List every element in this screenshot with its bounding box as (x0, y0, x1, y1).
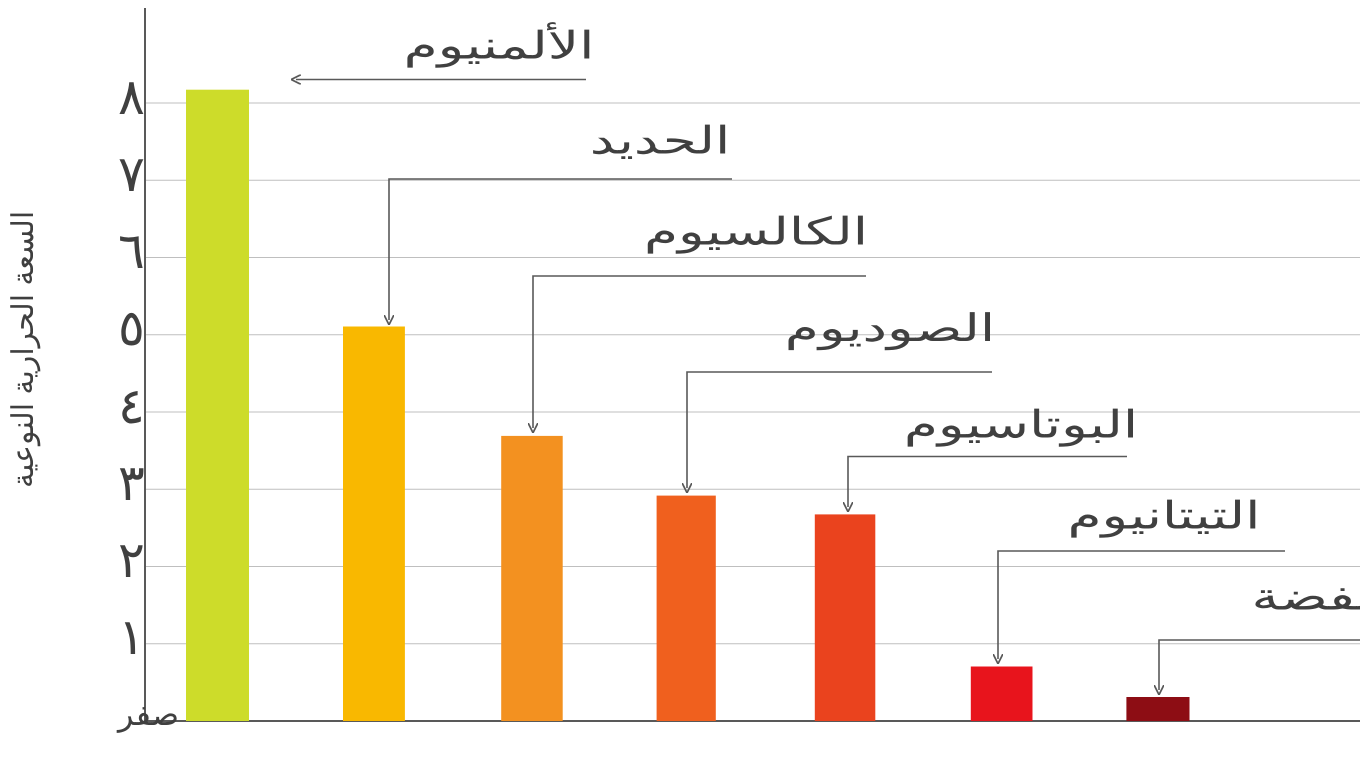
svg-text:٧: ٧ (118, 146, 145, 202)
svg-text:٥: ٥ (118, 300, 145, 356)
svg-text:التيتانيوم: التيتانيوم (1068, 495, 1261, 538)
svg-text:صفر: صفر (116, 696, 179, 733)
svg-text:١: ١ (118, 609, 145, 665)
svg-text:٣: ٣ (118, 455, 145, 511)
svg-text:٢: ٢ (118, 532, 145, 588)
svg-text:٦: ٦ (118, 223, 145, 279)
svg-text:الألمنيوم: الألمنيوم (404, 22, 595, 68)
svg-text:البوتاسيوم: البوتاسيوم (904, 404, 1138, 447)
svg-text:الصوديوم: الصوديوم (785, 307, 995, 350)
svg-text:٨: ٨ (118, 69, 145, 125)
svg-text:الفضة: الفضة (1251, 576, 1360, 619)
svg-text:٤: ٤ (118, 378, 145, 434)
svg-text:الحديد: الحديد (590, 120, 731, 163)
svg-text:الكالسيوم: الكالسيوم (644, 211, 868, 254)
svg-text:السعة الحرارية النوعية: السعة الحرارية النوعية (7, 211, 41, 488)
